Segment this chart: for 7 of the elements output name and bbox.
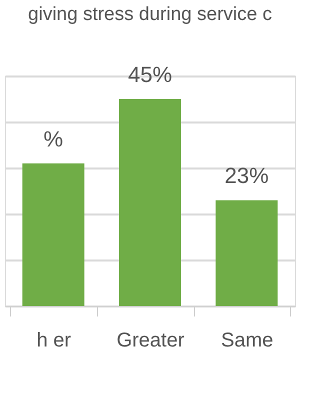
data-label: % — [44, 126, 64, 152]
chart-title: giving stress during service c — [28, 4, 272, 25]
x-tick-label: h er — [36, 330, 72, 352]
x-tick-label: Greater — [116, 330, 185, 352]
x-tick-label: Same — [221, 330, 274, 352]
data-label: 45% — [128, 62, 172, 87]
data-label: 23% — [224, 163, 269, 188]
